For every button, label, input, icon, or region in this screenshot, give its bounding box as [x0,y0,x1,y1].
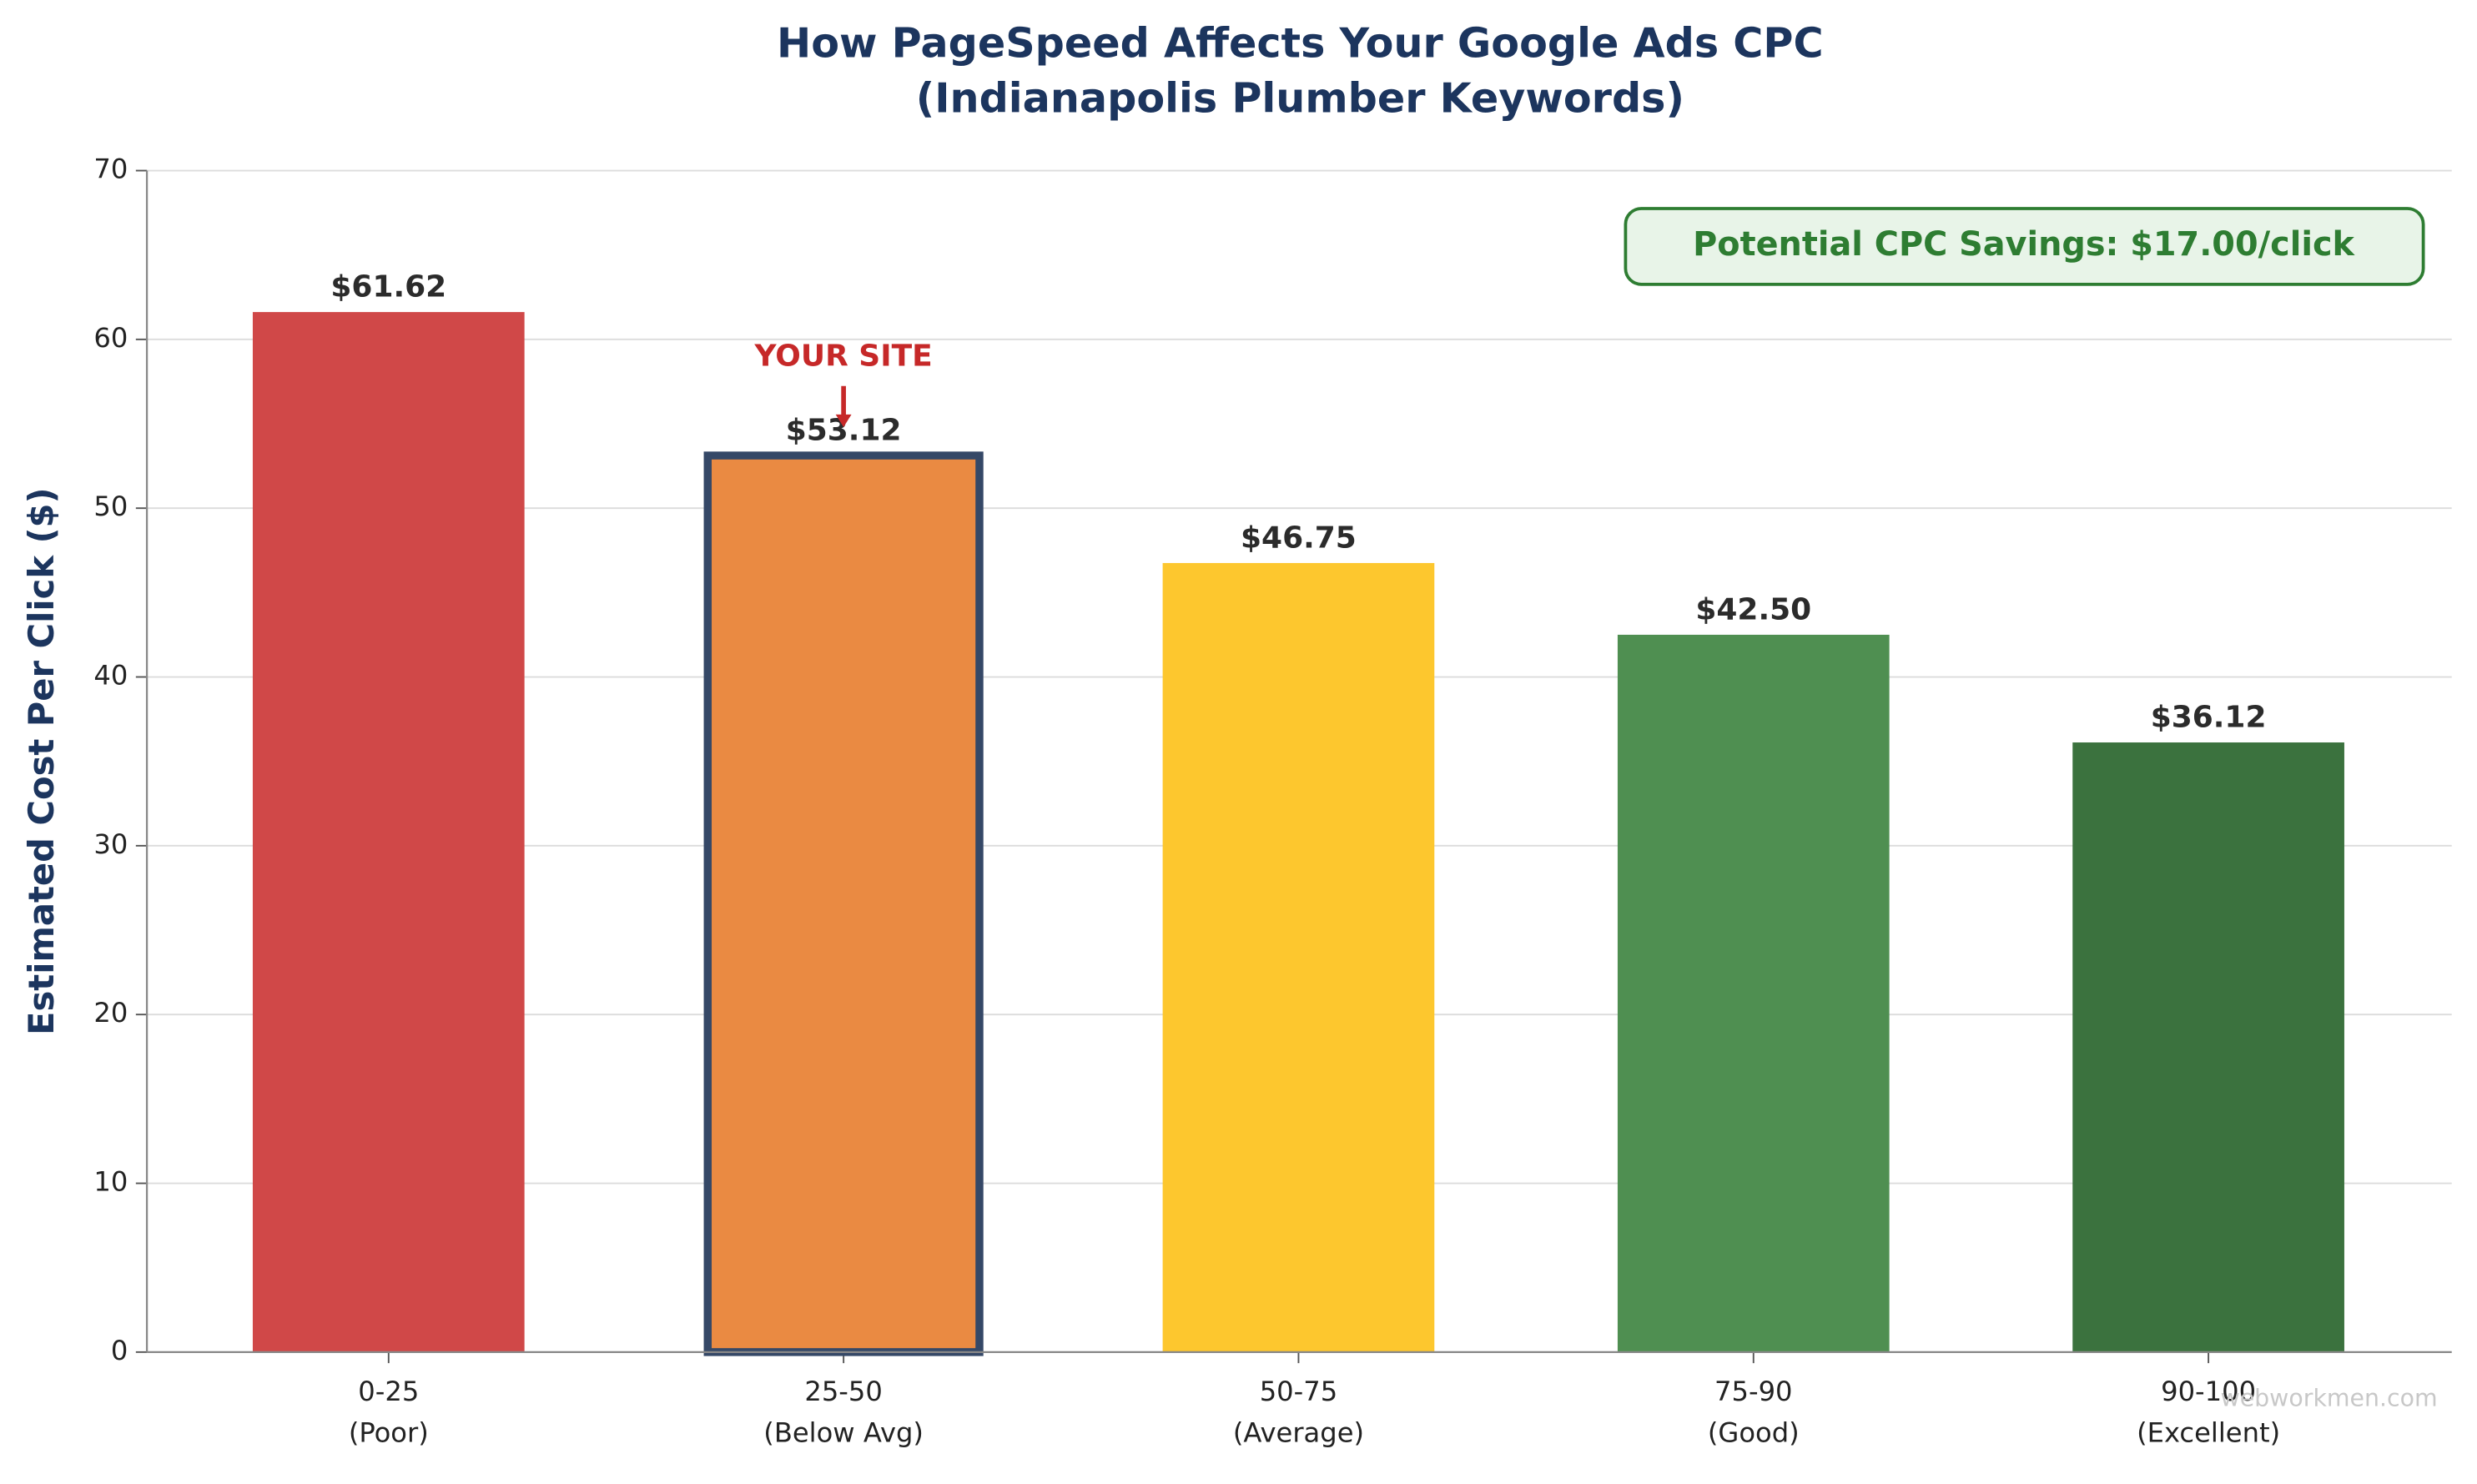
highlight-arrow-head [835,414,852,427]
x-tick-label: 25-50 [804,1376,882,1407]
y-tick-label: 40 [93,660,128,692]
y-tick-label: 30 [93,828,128,860]
value-label: $46.75 [1241,521,1357,556]
chart-title: How PageSpeed Affects Your Google Ads CP… [777,18,1824,67]
annotation: Potential CPC Savings: $17.00/click [1693,225,2355,264]
bar [1162,562,1435,1352]
y-tick-label: 50 [93,490,128,522]
x-tick-label: 50-75 [1260,1376,1337,1407]
x-tick-note: (Average) [1233,1416,1364,1448]
highlight-label: YOUR SITE [754,340,933,374]
y-tick-label: 70 [93,153,128,185]
value-label: $42.50 [1695,593,1811,627]
annotation-box [1624,207,2425,286]
x-tick-label: 90-100 [2161,1376,2256,1407]
bar [703,451,984,1356]
x-tick-note: (Poor) [349,1416,429,1448]
y-tick-label: 20 [93,997,128,1029]
x-tick-note: (Excellent) [2137,1416,2280,1448]
x-tick-note: (Below Avg) [763,1416,924,1448]
bar [252,312,525,1352]
bar [2072,742,2344,1352]
x-tick-note: (Good) [1708,1416,1800,1448]
value-label: $36.12 [2151,701,2267,735]
y-tick-label: 0 [111,1335,128,1366]
x-tick-label: 0-25 [358,1376,419,1407]
bar [1617,634,1890,1352]
y-tick-label: 60 [93,322,128,354]
y-axis-label: Estimated Cost Per Click ($) [21,487,62,1035]
watermark: webworkmen.com [2220,1385,2437,1412]
x-tick-label: 75-90 [1714,1376,1792,1407]
plot-area: 0 10 20 30 40 50 60 70 0-25 (Poor) $61.62 25-50 (Bel… [93,153,2452,1448]
value-label: $61.62 [330,270,446,304]
chart-subtitle: (Indianapolis Plumber Keywords) [916,74,1684,123]
y-tick-label: 10 [93,1166,128,1198]
